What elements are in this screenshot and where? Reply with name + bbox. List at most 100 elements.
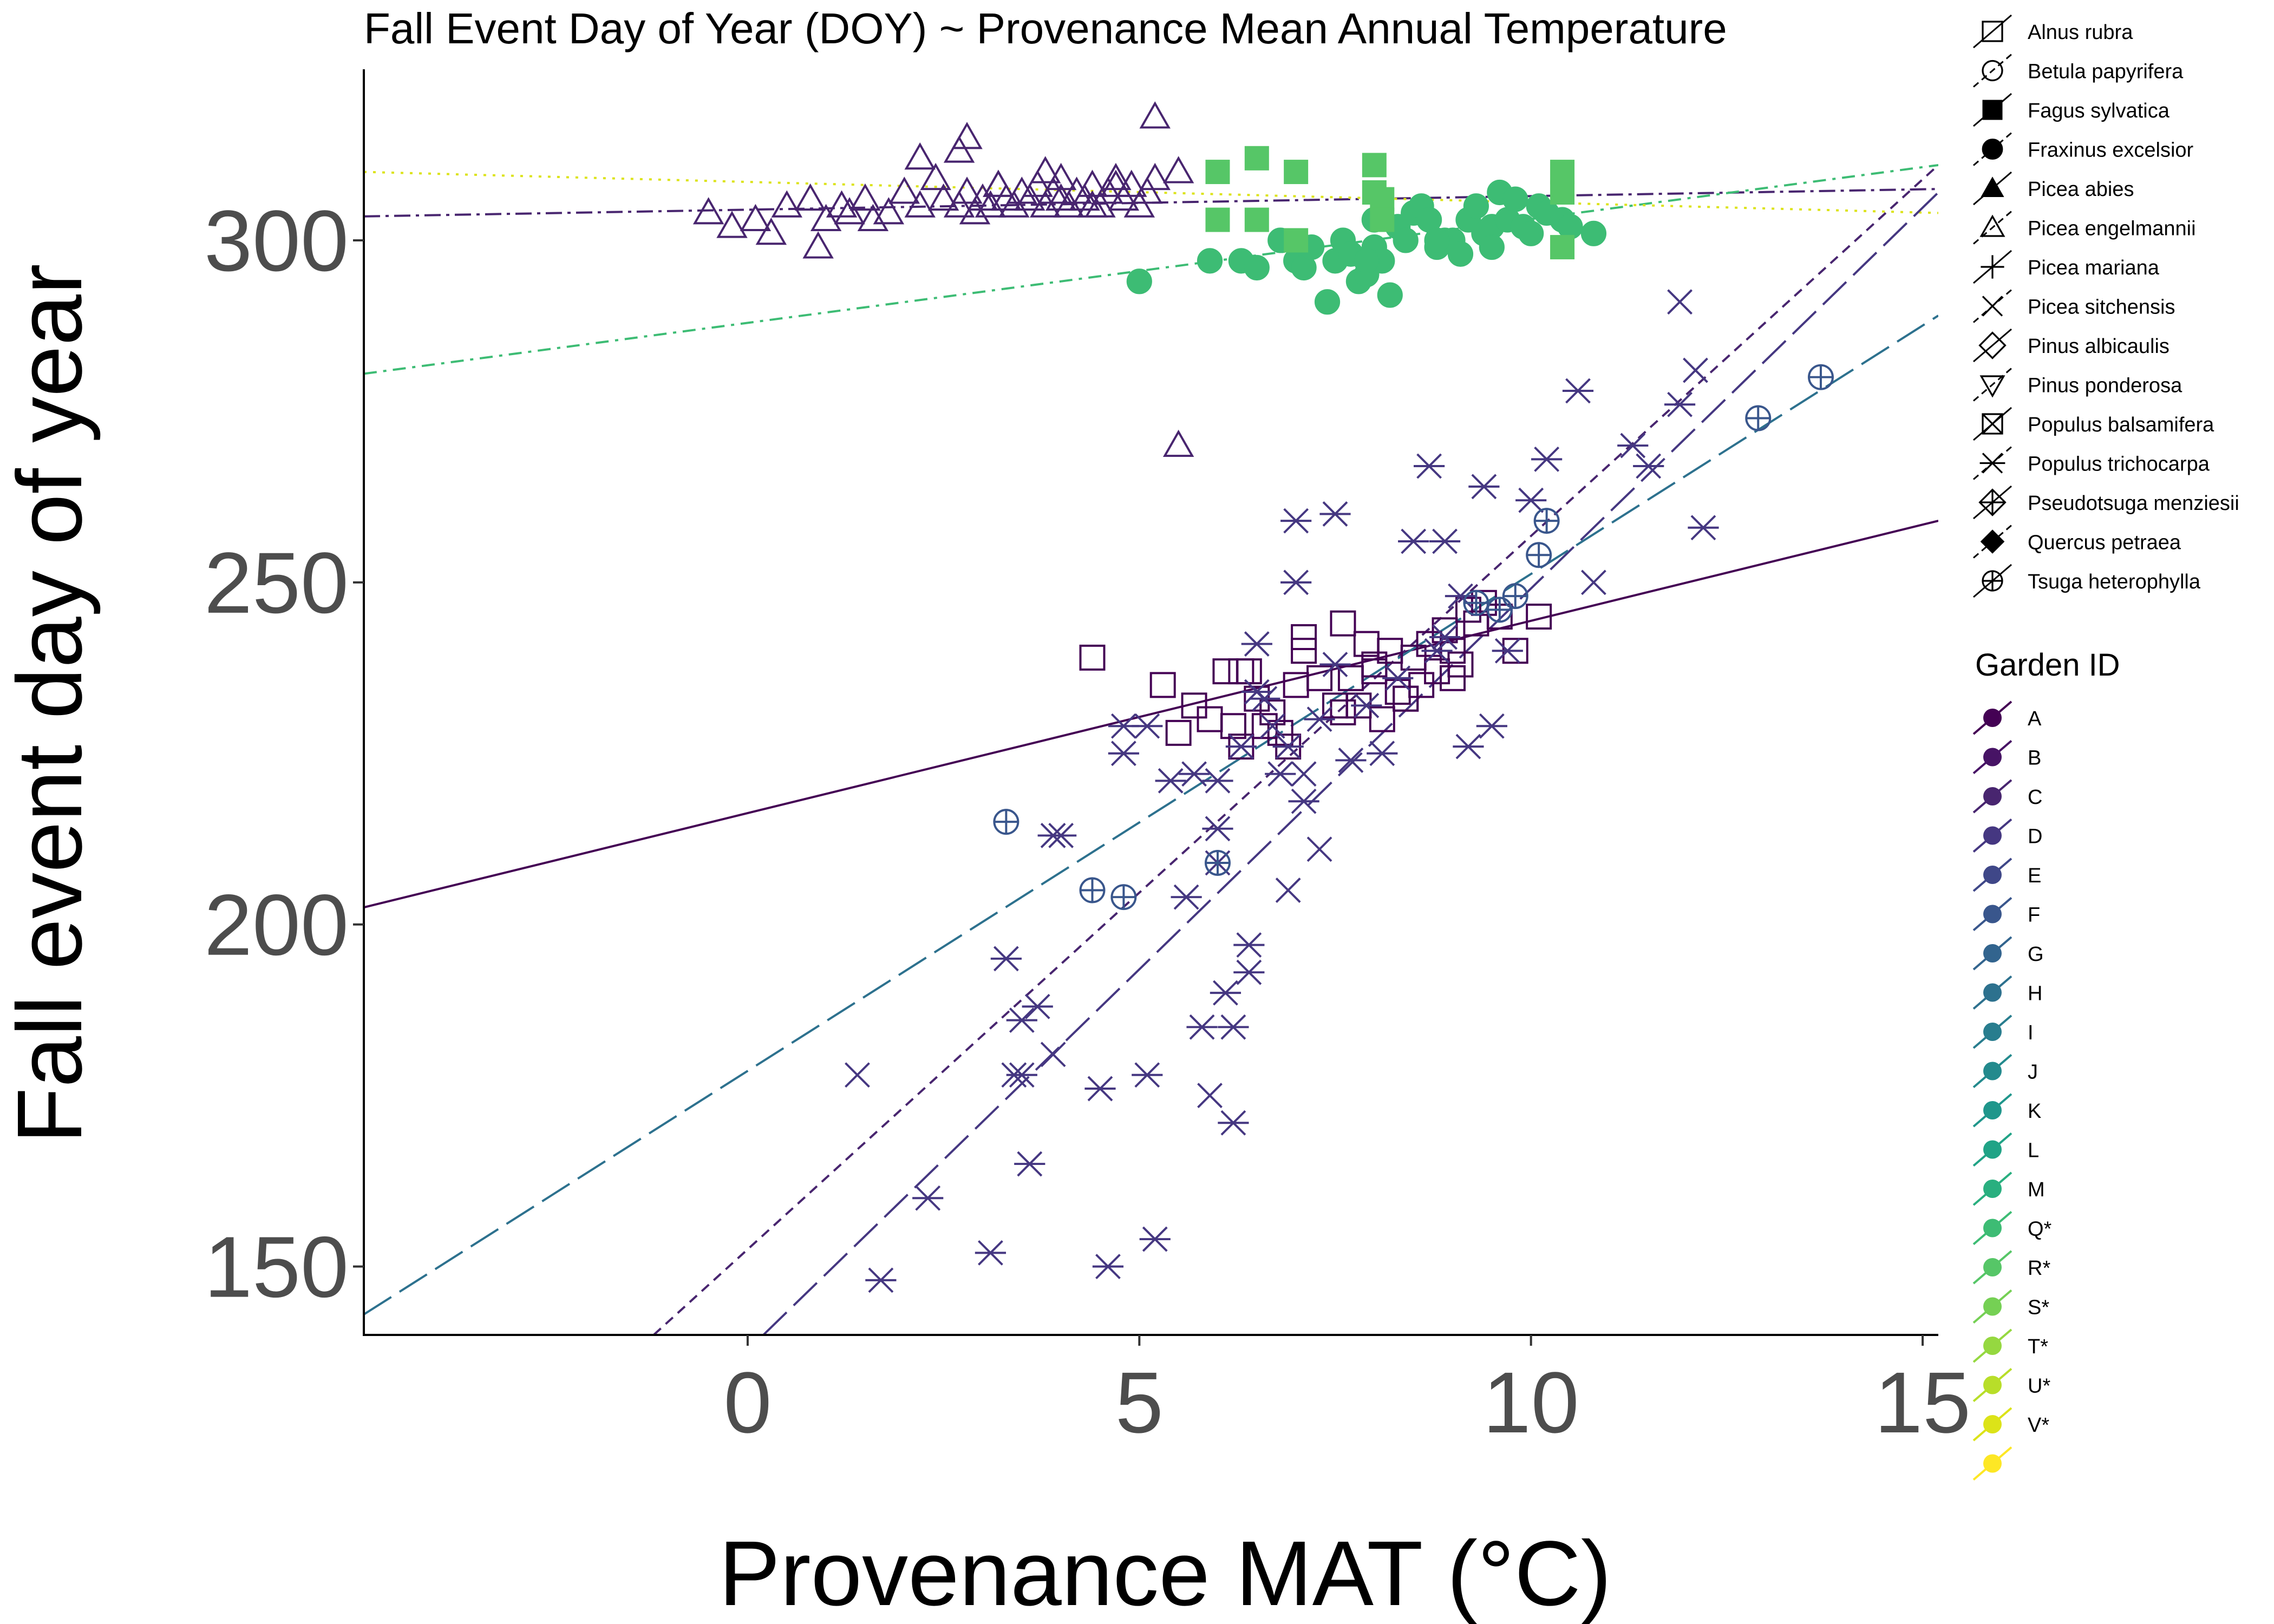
point-alnus-rubra — [1393, 685, 1419, 712]
x-tick-label: 10 — [1483, 1354, 1579, 1451]
point-alnus-rubra — [1306, 665, 1333, 691]
point-picea-engelmannii — [1045, 162, 1077, 191]
point-fagus-sylvatica — [1244, 207, 1269, 232]
garden-legend-dot — [1983, 1219, 2002, 1237]
point-picea-engelmannii — [1139, 101, 1171, 129]
point-fagus-sylvatica — [1244, 146, 1269, 171]
point-populus-trichocarpa — [912, 1185, 944, 1211]
point-tsuga-heterophylla — [1110, 884, 1137, 911]
species-legend-label: Pinus albicaulis — [2028, 335, 2170, 358]
point-populus-trichocarpa — [1218, 1014, 1249, 1040]
garden-legend-dot — [1983, 1454, 2002, 1473]
point-populus-trichocarpa — [1092, 1254, 1124, 1280]
point-fraxinus-excelsior — [1377, 282, 1403, 308]
point-populus-trichocarpa — [1084, 1076, 1116, 1102]
point-populus-trichocarpa — [1335, 748, 1367, 773]
point-populus-trichocarpa — [1241, 631, 1272, 657]
point-alnus-rubra — [1149, 672, 1176, 698]
species-legend-label: Pseudotsuga menziesii — [2028, 492, 2239, 515]
point-fraxinus-excelsior — [1393, 227, 1419, 253]
point-picea-engelmannii — [990, 183, 1022, 211]
garden-legend-label: K — [2028, 1100, 2041, 1123]
point-picea-engelmannii — [927, 183, 959, 211]
point-picea-engelmannii — [959, 197, 991, 225]
point-tsuga-heterophylla — [1808, 364, 1834, 390]
species-legend-symbol — [1979, 375, 2005, 398]
point-fraxinus-excelsior — [1502, 186, 1528, 212]
point-populus-trichocarpa — [1492, 638, 1523, 664]
point-fagus-sylvatica — [1362, 153, 1387, 178]
point-populus-trichocarpa — [1225, 734, 1257, 759]
garden-legend-label: G — [2028, 943, 2044, 966]
garden-legend-dot — [1983, 1376, 2002, 1394]
point-fagus-sylvatica — [1284, 160, 1309, 185]
point-picea-engelmannii — [1006, 176, 1037, 204]
point-picea-sitchensis — [1581, 569, 1606, 595]
point-alnus-rubra — [1079, 644, 1106, 671]
point-populus-trichocarpa — [1429, 624, 1461, 650]
species-legend-symbol — [1982, 60, 2003, 82]
point-populus-trichocarpa — [990, 946, 1022, 972]
point-populus-trichocarpa — [1045, 823, 1077, 848]
species-legend-label: Pinus ponderosa — [2028, 375, 2182, 397]
species-legend-label: Picea mariana — [2028, 257, 2160, 279]
point-picea-engelmannii — [983, 169, 1014, 197]
garden-legend-dot — [1983, 1258, 2002, 1276]
species-legend: Alnus rubra Betula papyrifera Fagus sylvat… — [1973, 14, 2239, 598]
point-populus-trichocarpa — [1022, 993, 1053, 1019]
garden-legend-dot — [1983, 709, 2002, 727]
point-alnus-rubra — [1291, 638, 1317, 664]
garden-legend-dot — [1983, 1140, 2002, 1159]
point-fagus-sylvatica — [1205, 207, 1230, 232]
point-alnus-rubra — [1330, 610, 1356, 637]
garden-legend-dot — [1983, 944, 2002, 962]
point-picea-engelmannii — [951, 122, 983, 149]
point-alnus-rubra — [1259, 699, 1286, 725]
garden-legend-label: V* — [2028, 1414, 2049, 1437]
point-populus-trichocarpa — [1108, 741, 1139, 767]
garden-legend-label: F — [2028, 904, 2040, 927]
point-tsuga-heterophylla — [1204, 850, 1231, 876]
species-legend-symbol — [1979, 453, 2005, 474]
garden-legend-dot — [1983, 826, 2002, 845]
species-legend-symbol — [1982, 413, 2003, 435]
point-picea-sitchensis — [1275, 878, 1301, 903]
point-picea-engelmannii — [975, 190, 1007, 218]
point-alnus-rubra — [1455, 597, 1481, 623]
point-picea-engelmannii — [794, 183, 826, 211]
y-axis-title: Fall event day of year — [0, 264, 101, 1143]
point-populus-trichocarpa — [1202, 816, 1233, 842]
garden-legend-label: L — [2028, 1140, 2039, 1162]
point-alnus-rubra — [1337, 665, 1364, 691]
point-picea-engelmannii — [1108, 183, 1140, 211]
point-picea-engelmannii — [1037, 176, 1069, 204]
species-legend-label: Tsuga heterophylla — [2028, 571, 2201, 593]
point-tsuga-heterophylla — [1533, 508, 1560, 534]
point-fraxinus-excelsior — [1354, 248, 1380, 274]
point-populus-trichocarpa — [1272, 734, 1304, 759]
garden-legend-dot — [1983, 866, 2002, 884]
point-picea-engelmannii — [1053, 190, 1084, 218]
point-picea-engelmannii — [983, 169, 1014, 197]
point-picea-sitchensis — [1306, 836, 1332, 862]
species-legend-label: Quercus petraea — [2028, 532, 2181, 554]
trend-line — [652, 164, 1938, 1335]
point-picea-sitchensis — [1683, 357, 1708, 383]
garden-legend-label: A — [2028, 708, 2042, 730]
point-populus-trichocarpa — [1288, 788, 1319, 814]
point-fraxinus-excelsior — [1244, 254, 1270, 281]
garden-legend-label: H — [2028, 983, 2042, 1005]
point-populus-trichocarpa — [1515, 487, 1547, 513]
point-alnus-rubra — [1330, 699, 1356, 725]
point-fagus-sylvatica — [1370, 187, 1395, 212]
y-tick-label: 300 — [204, 192, 349, 289]
point-picea-engelmannii — [1029, 190, 1061, 218]
point-populus-trichocarpa — [1006, 1062, 1037, 1088]
y-tick-label: 150 — [204, 1219, 349, 1315]
point-picea-engelmannii — [1045, 183, 1077, 211]
data-points — [692, 101, 1834, 1293]
garden-legend-label: Q* — [2028, 1218, 2052, 1241]
point-fraxinus-excelsior — [1463, 193, 1489, 219]
garden-legend-label: S* — [2028, 1296, 2049, 1319]
point-picea-sitchensis — [1291, 761, 1317, 787]
